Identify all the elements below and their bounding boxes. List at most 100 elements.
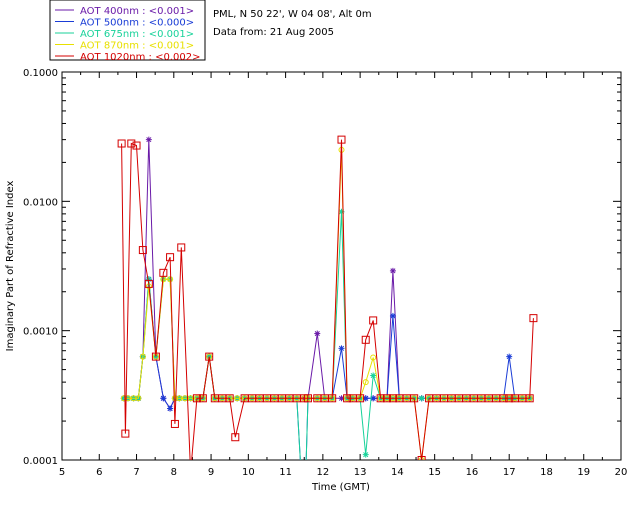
data-point — [138, 246, 147, 255]
data-point — [176, 395, 183, 402]
x-axis: 5 6 7 8 9 10 11 12 13 14 15 16 17 18 19 20 — [59, 72, 628, 478]
header-line-2: Data from: 21 Aug 2005 — [213, 27, 334, 38]
data-point — [187, 469, 194, 476]
data-point — [361, 335, 370, 344]
data-point — [135, 395, 142, 402]
data-point — [234, 395, 241, 402]
y-tick-label: 0.0100 — [23, 197, 58, 208]
x-tick-label: 7 — [133, 467, 139, 478]
data-point — [362, 379, 369, 386]
data-point — [418, 395, 425, 402]
data-point-stroke — [419, 395, 425, 401]
y-tick-label: 0.0010 — [23, 327, 58, 338]
data-point — [117, 139, 126, 148]
data-point — [382, 394, 391, 403]
data-point — [529, 314, 538, 323]
data-point — [121, 429, 130, 438]
plot-area — [117, 135, 538, 476]
data-point — [225, 394, 234, 403]
legend-label: AOT 1020nm : <0.002> — [80, 52, 200, 63]
data-point-stroke — [363, 452, 369, 458]
data-point — [328, 394, 337, 403]
x-tick-label: 19 — [577, 467, 590, 478]
x-tick-label: 16 — [466, 467, 479, 478]
series-line — [121, 139, 534, 460]
x-tick-label: 8 — [171, 467, 177, 478]
x-tick-label: 14 — [391, 467, 404, 478]
data-point-stroke — [390, 268, 396, 274]
data-point — [376, 394, 385, 403]
data-point — [198, 394, 207, 403]
y-tick-label: 0.1000 — [23, 68, 58, 79]
data-point — [343, 394, 352, 403]
data-point-stroke — [506, 354, 512, 360]
data-point-stroke — [338, 395, 345, 401]
data-point — [389, 312, 396, 319]
data-point — [370, 354, 377, 361]
data-point — [139, 353, 146, 360]
data-point — [410, 394, 419, 403]
x-tick-label: 15 — [428, 467, 441, 478]
x-tick-label: 6 — [96, 467, 102, 478]
data-point — [389, 267, 396, 274]
data-point-stroke — [314, 330, 320, 337]
legend-label: AOT 675nm : <0.001> — [80, 29, 194, 40]
x-tick-label: 13 — [354, 467, 367, 478]
x-tick-label: 10 — [242, 467, 255, 478]
series-3 — [120, 146, 533, 460]
data-point — [151, 352, 160, 361]
data-point — [171, 395, 178, 402]
x-axis-label: Time (GMT) — [311, 482, 370, 493]
series-line — [123, 149, 530, 460]
data-point-stroke — [338, 345, 345, 351]
data-point — [506, 353, 513, 360]
data-point — [124, 395, 131, 402]
data-point — [160, 395, 167, 402]
legend-label: AOT 500nm : <0.000> — [80, 18, 194, 29]
data-point — [417, 456, 426, 460]
data-point-stroke — [390, 313, 396, 319]
x-tick-label: 17 — [503, 467, 516, 478]
data-point — [370, 372, 377, 379]
data-point — [170, 419, 179, 428]
data-point — [159, 268, 168, 277]
data-point — [167, 405, 174, 412]
data-point — [314, 330, 321, 337]
data-point — [525, 394, 534, 403]
x-tick-label: 5 — [59, 467, 65, 478]
data-point — [132, 141, 141, 150]
data-point-stroke — [167, 405, 173, 412]
data-point — [369, 316, 378, 325]
legend-label: AOT 400nm : <0.001> — [80, 6, 194, 17]
data-point — [362, 451, 369, 458]
data-point-stroke — [146, 137, 152, 143]
data-point — [231, 433, 240, 442]
y-axis-label: Imaginary Part of Refractive Index — [5, 181, 16, 352]
legend: AOT 400nm : <0.001>AOT 500nm : <0.000>AO… — [49, 0, 206, 63]
data-point — [205, 352, 214, 361]
x-tick-label: 20 — [615, 467, 628, 478]
x-tick-label: 11 — [279, 467, 292, 478]
data-point — [192, 394, 201, 403]
data-point — [303, 394, 312, 403]
data-point — [388, 394, 397, 403]
data-point-stroke — [370, 372, 376, 379]
y-tick-label: 0.0001 — [23, 456, 58, 467]
data-point-stroke — [363, 395, 369, 401]
data-point-stroke — [370, 395, 376, 401]
legend-box — [49, 0, 206, 61]
data-point — [338, 345, 345, 352]
data-point — [145, 136, 152, 143]
data-point — [127, 139, 136, 148]
data-point — [499, 394, 508, 403]
data-point — [166, 253, 175, 262]
data-point — [505, 394, 514, 403]
x-tick-label: 9 — [208, 467, 214, 478]
data-point — [337, 135, 346, 144]
data-point — [177, 243, 186, 252]
x-tick-label: 12 — [316, 467, 329, 478]
legend-label: AOT 870nm : <0.001> — [80, 41, 194, 52]
series-4 — [117, 135, 538, 476]
data-point — [144, 279, 153, 288]
